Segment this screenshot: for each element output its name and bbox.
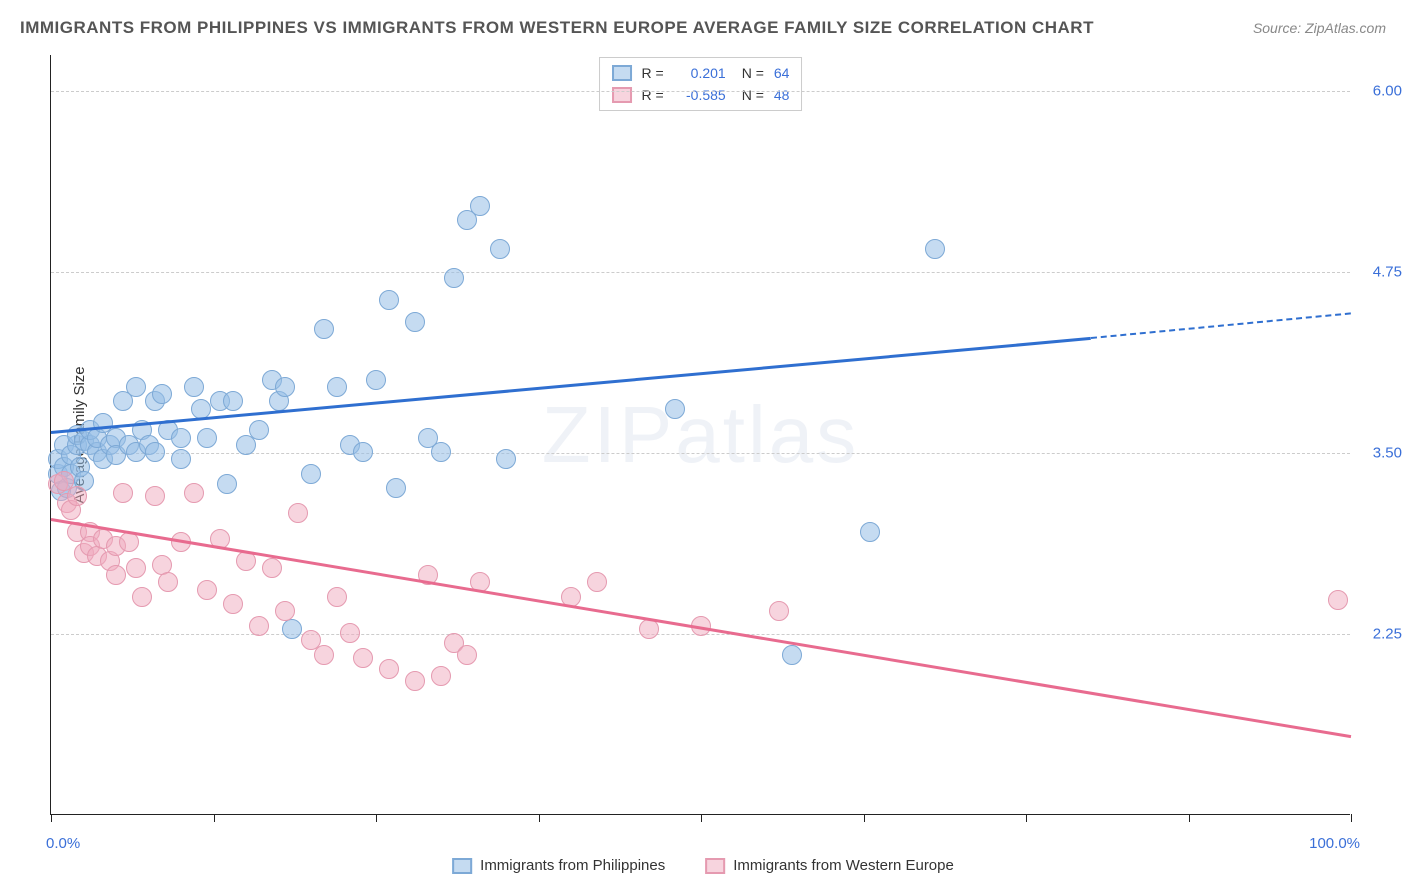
- data-point: [431, 442, 451, 462]
- n-value: 48: [774, 84, 790, 106]
- chart-title: IMMIGRANTS FROM PHILIPPINES VS IMMIGRANT…: [20, 18, 1094, 38]
- data-point: [1328, 590, 1348, 610]
- series-legend: Immigrants from Philippines Immigrants fr…: [452, 857, 954, 874]
- x-tick: [701, 814, 702, 822]
- data-point: [769, 601, 789, 621]
- data-point: [184, 377, 204, 397]
- data-point: [496, 449, 516, 469]
- x-axis-max-label: 100.0%: [1309, 835, 1360, 852]
- data-point: [197, 580, 217, 600]
- data-point: [132, 587, 152, 607]
- y-tick-label: 2.25: [1373, 626, 1402, 643]
- data-point: [366, 370, 386, 390]
- x-tick: [376, 814, 377, 822]
- data-point: [145, 442, 165, 462]
- data-point: [217, 474, 237, 494]
- correlation-legend-row: R = 0.201 N = 64: [612, 62, 790, 84]
- trend-line: [51, 337, 1091, 434]
- trend-line-extension: [1091, 313, 1351, 340]
- data-point: [782, 645, 802, 665]
- correlation-legend: R = 0.201 N = 64 R = -0.585 N = 48: [599, 57, 803, 111]
- legend-item: Immigrants from Western Europe: [705, 857, 954, 874]
- legend-swatch: [452, 858, 472, 874]
- data-point: [301, 464, 321, 484]
- gridline: [51, 91, 1350, 92]
- y-tick-label: 6.00: [1373, 83, 1402, 100]
- data-point: [67, 486, 87, 506]
- n-value: 64: [774, 62, 790, 84]
- r-label: R =: [642, 84, 664, 106]
- data-point: [327, 377, 347, 397]
- data-point: [152, 384, 172, 404]
- data-point: [457, 645, 477, 665]
- data-point: [490, 239, 510, 259]
- n-label: N =: [742, 84, 764, 106]
- data-point: [860, 522, 880, 542]
- data-point: [249, 616, 269, 636]
- data-point: [223, 594, 243, 614]
- data-point: [379, 659, 399, 679]
- legend-swatch: [612, 87, 632, 103]
- legend-swatch: [612, 65, 632, 81]
- x-axis-min-label: 0.0%: [46, 835, 80, 852]
- data-point: [314, 319, 334, 339]
- data-point: [171, 428, 191, 448]
- data-point: [262, 558, 282, 578]
- data-point: [171, 449, 191, 469]
- source-attribution: Source: ZipAtlas.com: [1253, 20, 1386, 36]
- data-point: [126, 558, 146, 578]
- data-point: [249, 420, 269, 440]
- trend-line: [51, 518, 1351, 738]
- data-point: [925, 239, 945, 259]
- legend-item: Immigrants from Philippines: [452, 857, 665, 874]
- data-point: [275, 377, 295, 397]
- data-point: [587, 572, 607, 592]
- y-tick-label: 4.75: [1373, 264, 1402, 281]
- data-point: [184, 483, 204, 503]
- x-tick: [51, 814, 52, 822]
- data-point: [379, 290, 399, 310]
- x-tick: [864, 814, 865, 822]
- data-point: [191, 399, 211, 419]
- data-point: [431, 666, 451, 686]
- data-point: [282, 619, 302, 639]
- x-tick: [1351, 814, 1352, 822]
- r-value: 0.201: [674, 62, 726, 84]
- data-point: [665, 399, 685, 419]
- data-point: [353, 442, 373, 462]
- data-point: [275, 601, 295, 621]
- x-tick: [1026, 814, 1027, 822]
- y-tick-label: 3.50: [1373, 445, 1402, 462]
- plot-area: ZIPatlas Average Family Size 0.0% 100.0%…: [50, 55, 1350, 815]
- correlation-legend-row: R = -0.585 N = 48: [612, 84, 790, 106]
- data-point: [197, 428, 217, 448]
- data-point: [314, 645, 334, 665]
- legend-label: Immigrants from Philippines: [480, 857, 665, 874]
- data-point: [288, 503, 308, 523]
- data-point: [405, 671, 425, 691]
- data-point: [444, 268, 464, 288]
- data-point: [353, 648, 373, 668]
- legend-label: Immigrants from Western Europe: [733, 857, 954, 874]
- data-point: [223, 391, 243, 411]
- data-point: [113, 483, 133, 503]
- data-point: [126, 377, 146, 397]
- gridline: [51, 272, 1350, 273]
- x-tick: [214, 814, 215, 822]
- data-point: [327, 587, 347, 607]
- x-tick: [539, 814, 540, 822]
- data-point: [340, 623, 360, 643]
- watermark-text: ZIPatlas: [542, 389, 859, 481]
- legend-swatch: [705, 858, 725, 874]
- data-point: [386, 478, 406, 498]
- n-label: N =: [742, 62, 764, 84]
- data-point: [145, 486, 165, 506]
- r-label: R =: [642, 62, 664, 84]
- data-point: [158, 572, 178, 592]
- data-point: [405, 312, 425, 332]
- r-value: -0.585: [674, 84, 726, 106]
- x-tick: [1189, 814, 1190, 822]
- data-point: [106, 565, 126, 585]
- data-point: [470, 196, 490, 216]
